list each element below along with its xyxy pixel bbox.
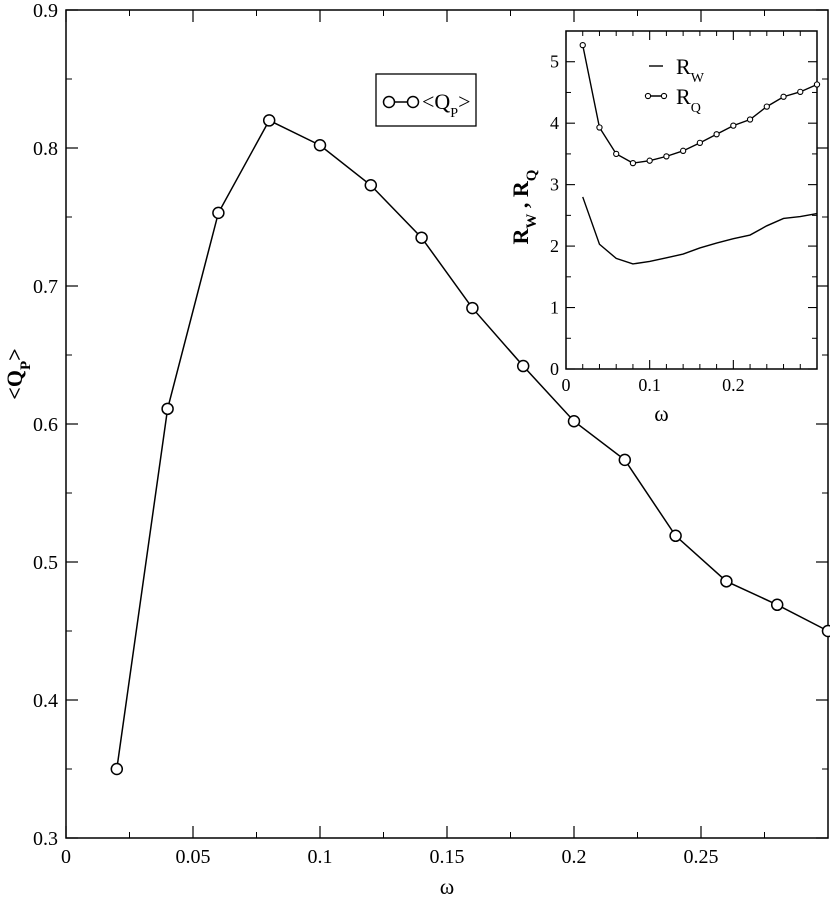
data-point	[821, 624, 830, 638]
x-tick-label: 0.15	[430, 846, 465, 868]
legend-marker	[406, 95, 420, 109]
inset-x-axis-label: ω	[654, 401, 668, 426]
y-tick-label: 0.4	[33, 690, 58, 712]
data-point	[415, 231, 428, 244]
x-tick-label: 0	[61, 846, 71, 868]
inset-frame	[565, 30, 818, 370]
inset-y-tick-label: 1	[550, 298, 559, 318]
data-point	[110, 762, 124, 776]
inset-legend-label-rw: RW	[676, 54, 705, 86]
y-tick-label: 0.9	[33, 0, 58, 22]
data-point	[618, 453, 632, 467]
inset-legend-label-rq: RQ	[676, 84, 701, 116]
inset-data-point	[629, 159, 637, 167]
data-point	[364, 179, 378, 192]
inset-y-tick-label: 5	[550, 52, 559, 72]
y-tick-label: 0.6	[33, 414, 58, 436]
y-tick-label: 0.3	[33, 828, 58, 850]
inset-y-axis-label: RW , RQ	[508, 169, 540, 244]
inset-data-point	[813, 81, 821, 88]
inset-y-tick-label: 0	[550, 359, 559, 379]
legend-label: <QP>	[422, 89, 471, 121]
inset-legend-marker	[644, 92, 652, 100]
data-point	[313, 138, 327, 152]
data-point	[212, 206, 225, 220]
x-tick-label: 0.2	[562, 846, 587, 868]
y-axis-label: <QP>	[2, 348, 34, 399]
inset-y-tick-label: 3	[550, 175, 559, 195]
inset-data-point	[596, 124, 603, 131]
data-point	[770, 598, 784, 612]
inset-data-point	[579, 41, 586, 49]
inset-data-point	[730, 122, 737, 129]
inset-data-point	[663, 153, 670, 160]
inset-data-point	[763, 103, 770, 110]
data-point	[567, 414, 581, 428]
inset-data-point	[713, 131, 720, 138]
inset-data-point	[746, 116, 754, 123]
inset-data-point	[797, 88, 804, 95]
inset-x-tick-label: 0.2	[722, 375, 745, 395]
legend-marker	[382, 95, 396, 109]
y-tick-label: 0.8	[33, 138, 58, 160]
y-tick-label: 0.7	[33, 276, 58, 298]
inset-y-tick-label: 4	[550, 113, 559, 133]
x-tick-label: 0.25	[684, 846, 719, 868]
inset-data-point	[613, 150, 620, 158]
inset-data-point	[646, 157, 653, 164]
y-tick-label: 0.5	[33, 552, 58, 574]
x-tick-label: 0.05	[176, 846, 211, 868]
x-axis-label: ω	[440, 874, 454, 899]
inset-x-tick-label: 0	[562, 375, 571, 395]
inset-series-line	[582, 196, 818, 265]
x-tick-label: 0.1	[308, 846, 333, 868]
data-point	[161, 402, 174, 416]
data-point	[669, 529, 682, 543]
data-point	[466, 301, 479, 315]
data-point	[516, 359, 530, 373]
inset-x-tick-label: 0.1	[638, 375, 661, 395]
inset-y-tick-label: 2	[550, 236, 559, 256]
data-point	[720, 575, 733, 588]
inset-legend-marker	[660, 92, 668, 100]
inset-data-point	[780, 93, 787, 100]
data-point	[262, 114, 276, 127]
inset-data-point	[696, 139, 704, 146]
inset-data-point	[679, 147, 687, 154]
